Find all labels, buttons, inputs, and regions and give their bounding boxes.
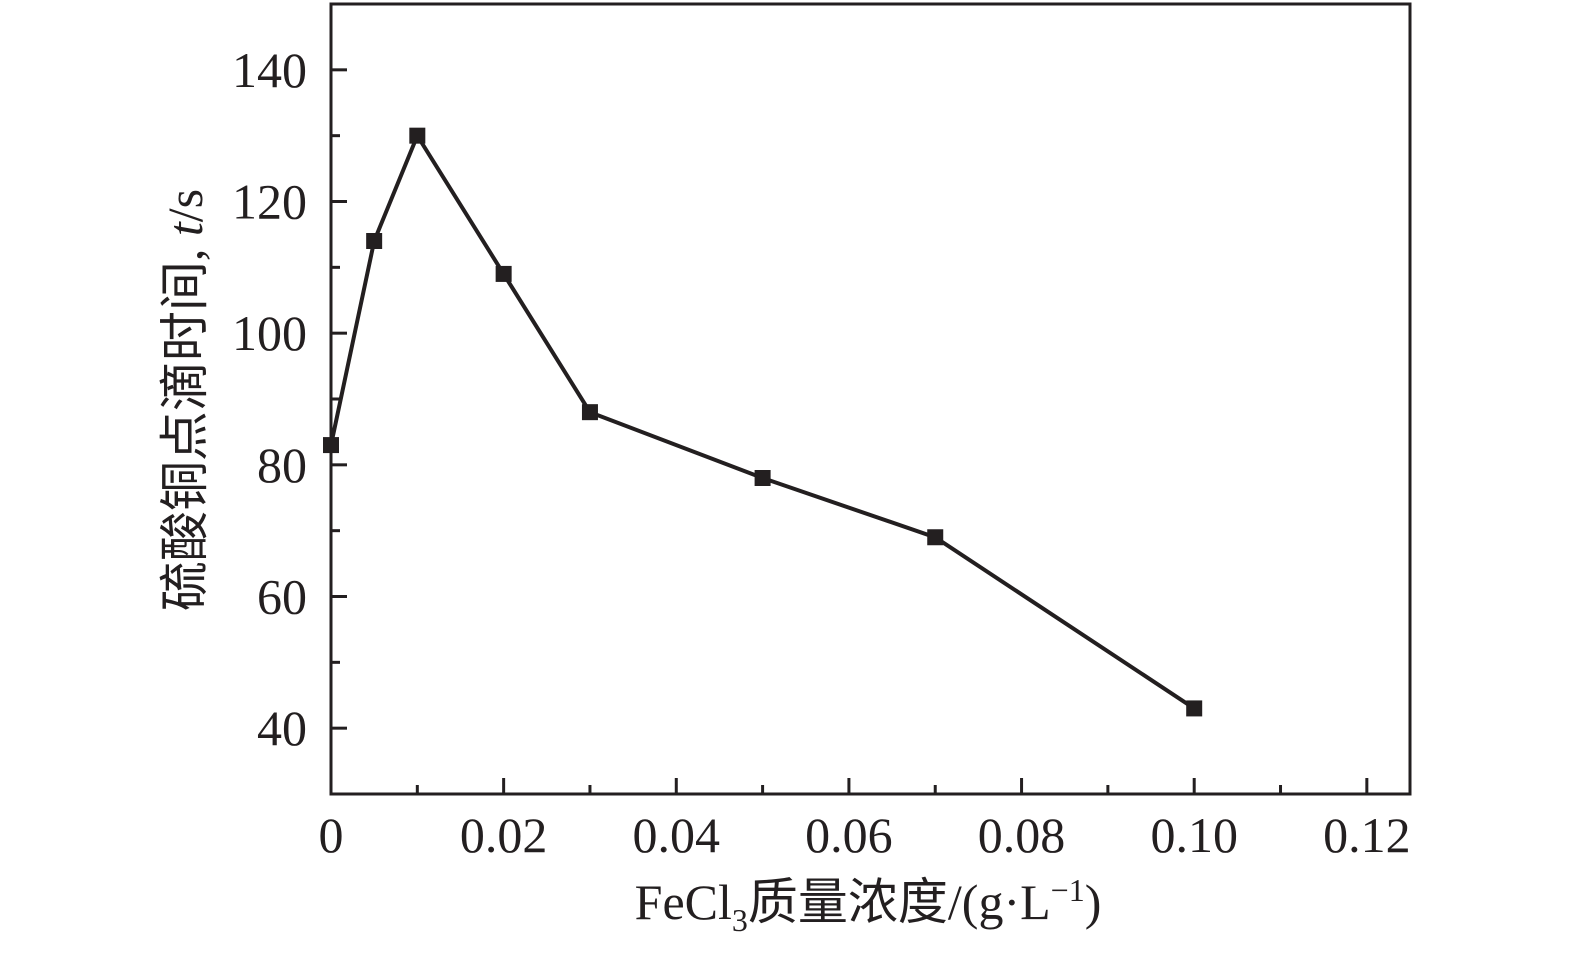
x-tick-label: 0.12 [1323,807,1411,863]
x-tick-label: 0 [319,807,344,863]
x-axis-label-superscript: −1 [1051,872,1085,908]
x-axis-label: FeCl3质量浓度/(g·L−1) [635,872,1102,938]
x-tick-label: 0.10 [1150,807,1238,863]
data-point-marker [1186,700,1203,717]
y-tick-label: 140 [232,42,307,98]
data-point-marker [581,404,598,421]
x-axis-ticks [329,778,1369,794]
data-point-marker [927,529,944,546]
y-axis-label-main: 硫酸铜点滴时间, [157,236,213,611]
x-axis-label-close: ) [1085,874,1102,930]
y-tick-label: 100 [232,305,307,361]
data-point-marker [323,437,339,454]
y-axis-label-unit: /s [157,189,213,222]
series-line [329,131,1196,711]
y-axis-ticks [331,2,347,730]
x-tick-label: 0.06 [805,807,893,863]
y-axis-label-variable: t [157,221,213,236]
plot-frame [329,2,1412,796]
data-point-marker [409,127,426,144]
y-tick-label: 120 [232,174,307,230]
x-tick-label: 0.08 [978,807,1066,863]
x-axis-tick-labels: 0 0.02 0.04 0.06 0.08 0.10 0.12 [319,807,1411,863]
y-axis-tick-labels: 40 60 80 100 120 140 [232,42,307,756]
y-tick-label: 40 [257,700,307,756]
data-point-marker [495,265,512,282]
y-tick-label: 60 [257,569,307,625]
data-point-marker [754,470,771,486]
x-axis-label-main: FeCl [635,874,732,930]
y-tick-label: 80 [257,437,307,493]
x-tick-label: 0.02 [460,807,548,863]
x-tick-label: 0.04 [633,807,721,863]
data-point-marker [366,233,383,249]
x-axis-label-rest: 质量浓度/(g·L [748,874,1051,930]
series-layer [323,127,1203,717]
x-axis-label-subscript: 3 [732,902,748,938]
y-axis-label: 硫酸铜点滴时间, t/s [157,189,213,611]
